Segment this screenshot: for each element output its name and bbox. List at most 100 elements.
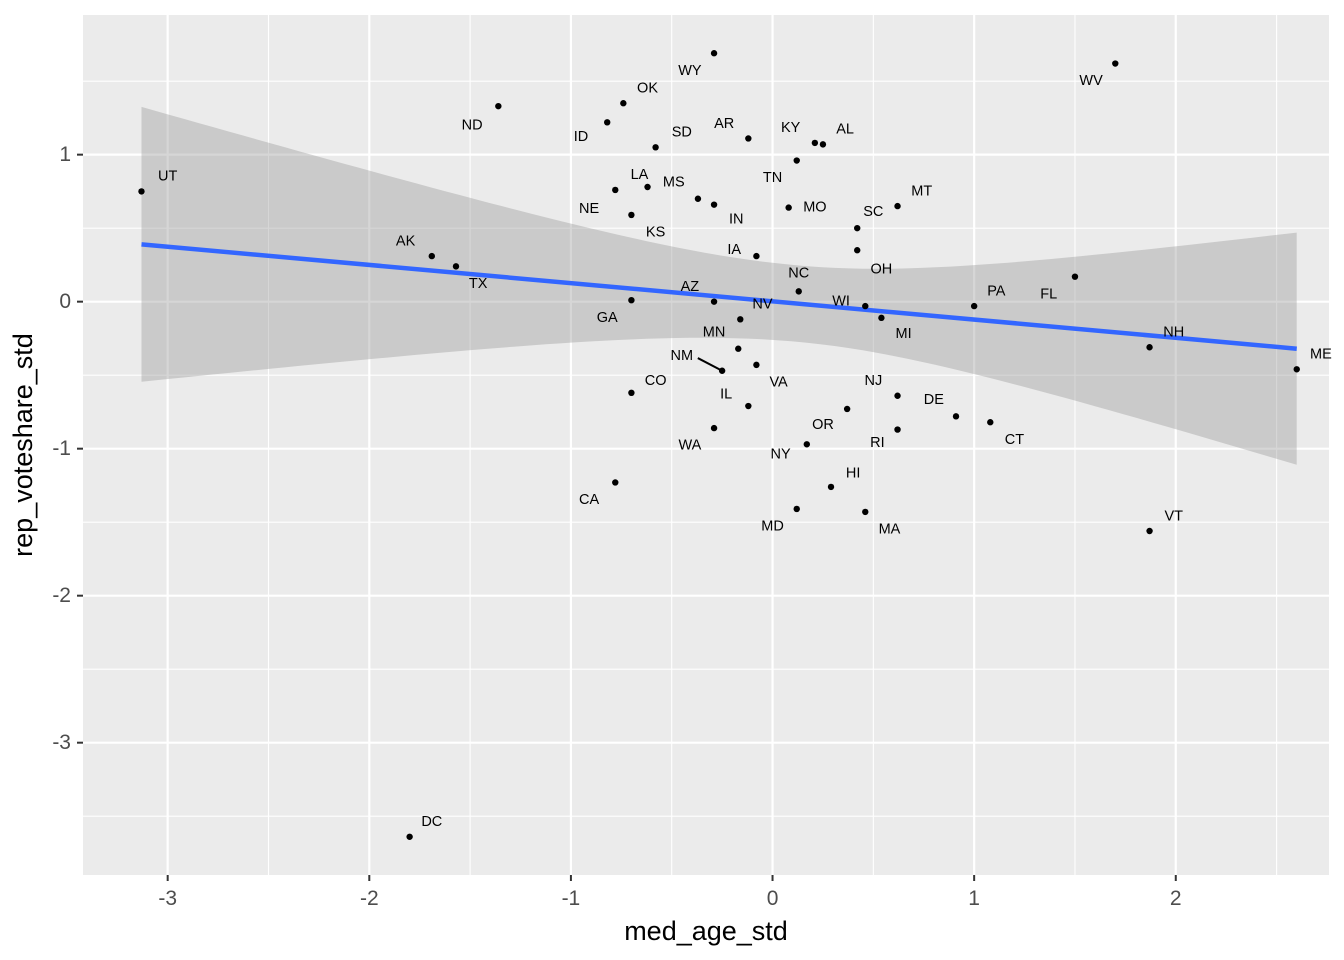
data-point — [710, 50, 718, 57]
point-label: DC — [421, 814, 442, 830]
y-axis-title: rep_voteshare_std — [8, 333, 38, 557]
data-point — [428, 252, 435, 260]
point-label: OR — [812, 417, 834, 433]
point-label: AR — [714, 116, 734, 132]
data-point — [970, 302, 978, 310]
y-tick-label: -1 — [52, 437, 71, 460]
point-label: ME — [1310, 347, 1332, 363]
minor-gridlines — [83, 15, 1329, 875]
data-point — [811, 139, 819, 147]
point-label: OK — [637, 81, 658, 97]
data-point — [1293, 366, 1300, 373]
y-tick-label: -2 — [52, 584, 71, 607]
data-point — [628, 211, 635, 219]
data-point — [795, 288, 802, 295]
point-label: NJ — [864, 373, 882, 389]
point-label: KS — [646, 225, 665, 241]
data-point — [710, 298, 718, 305]
data-point — [987, 419, 994, 426]
x-tick-label: -3 — [158, 887, 177, 910]
point-label: MA — [879, 522, 901, 538]
data-point — [862, 302, 869, 310]
point-label: MT — [911, 183, 932, 199]
point-label: VT — [1164, 508, 1183, 524]
point-label: MO — [803, 200, 826, 216]
data-point — [1112, 60, 1119, 67]
point-label: ND — [462, 117, 483, 133]
confidence-ribbon-layer — [141, 106, 1297, 465]
point-label: WV — [1079, 73, 1103, 89]
data-point — [628, 389, 635, 397]
label-leader-line — [697, 357, 723, 372]
data-point — [745, 135, 752, 142]
data-point — [854, 224, 861, 232]
point-label: PA — [987, 283, 1006, 299]
point-label: WA — [678, 438, 701, 454]
data-point — [612, 186, 619, 194]
data-point — [644, 183, 651, 191]
point-label: FL — [1040, 286, 1057, 302]
data-point — [1146, 527, 1153, 535]
point-label: CA — [579, 492, 599, 508]
point-label: IA — [727, 242, 741, 258]
data-point — [628, 296, 635, 304]
point-label: MD — [761, 519, 784, 535]
point-label: HI — [846, 466, 861, 482]
data-point — [952, 413, 960, 420]
point-label: CT — [1005, 432, 1024, 448]
data-point — [753, 252, 760, 260]
point-label: NH — [1163, 325, 1184, 341]
data-point — [452, 263, 460, 270]
point-label: UT — [158, 169, 177, 185]
point-label: SD — [672, 125, 692, 141]
data-point — [785, 204, 792, 211]
point-label: NY — [771, 447, 791, 463]
point-label: MI — [896, 326, 912, 342]
data-point — [894, 202, 901, 210]
panel-background — [83, 15, 1329, 875]
data-point — [735, 345, 742, 352]
point-label: RI — [870, 435, 885, 451]
points-layer — [138, 50, 1300, 840]
data-point — [652, 144, 659, 151]
data-point — [604, 119, 611, 126]
data-point — [793, 505, 800, 513]
point-label: MS — [663, 175, 685, 191]
point-label: DE — [924, 392, 944, 408]
data-point — [694, 195, 702, 202]
data-point — [406, 833, 413, 840]
data-point — [138, 188, 145, 195]
data-point — [612, 479, 619, 486]
point-label: WI — [832, 294, 850, 310]
axes-layer: -3 -2 -1 0 1 2 -3 -2 -1 0 1 — [52, 143, 1181, 910]
point-label: IL — [720, 386, 732, 402]
point-label: TX — [469, 276, 488, 292]
data-point — [862, 508, 869, 516]
x-tick-label: -1 — [562, 887, 581, 910]
data-point — [894, 392, 901, 399]
regression-line — [141, 242, 1297, 351]
data-point — [843, 405, 851, 413]
x-tick-label: 1 — [968, 887, 980, 910]
point-label: NC — [788, 266, 809, 282]
x-axis-title: med_age_std — [624, 916, 788, 946]
y-tick-label: -3 — [52, 731, 71, 754]
confidence-ribbon — [141, 106, 1297, 465]
y-tick-label: 1 — [59, 143, 71, 166]
data-point — [1071, 273, 1079, 280]
point-label: OH — [871, 261, 893, 277]
data-point — [854, 247, 861, 254]
point-label: WY — [678, 63, 702, 79]
major-gridlines — [83, 15, 1329, 875]
data-point — [878, 314, 885, 322]
point-label: MN — [703, 325, 726, 341]
point-label: ID — [574, 129, 589, 145]
data-point — [894, 426, 901, 433]
x-tick-label: -2 — [360, 887, 379, 910]
data-point — [803, 441, 811, 448]
point-label: GA — [597, 310, 618, 326]
point-label: LA — [631, 167, 649, 183]
data-point — [827, 483, 835, 491]
data-point — [710, 424, 718, 432]
